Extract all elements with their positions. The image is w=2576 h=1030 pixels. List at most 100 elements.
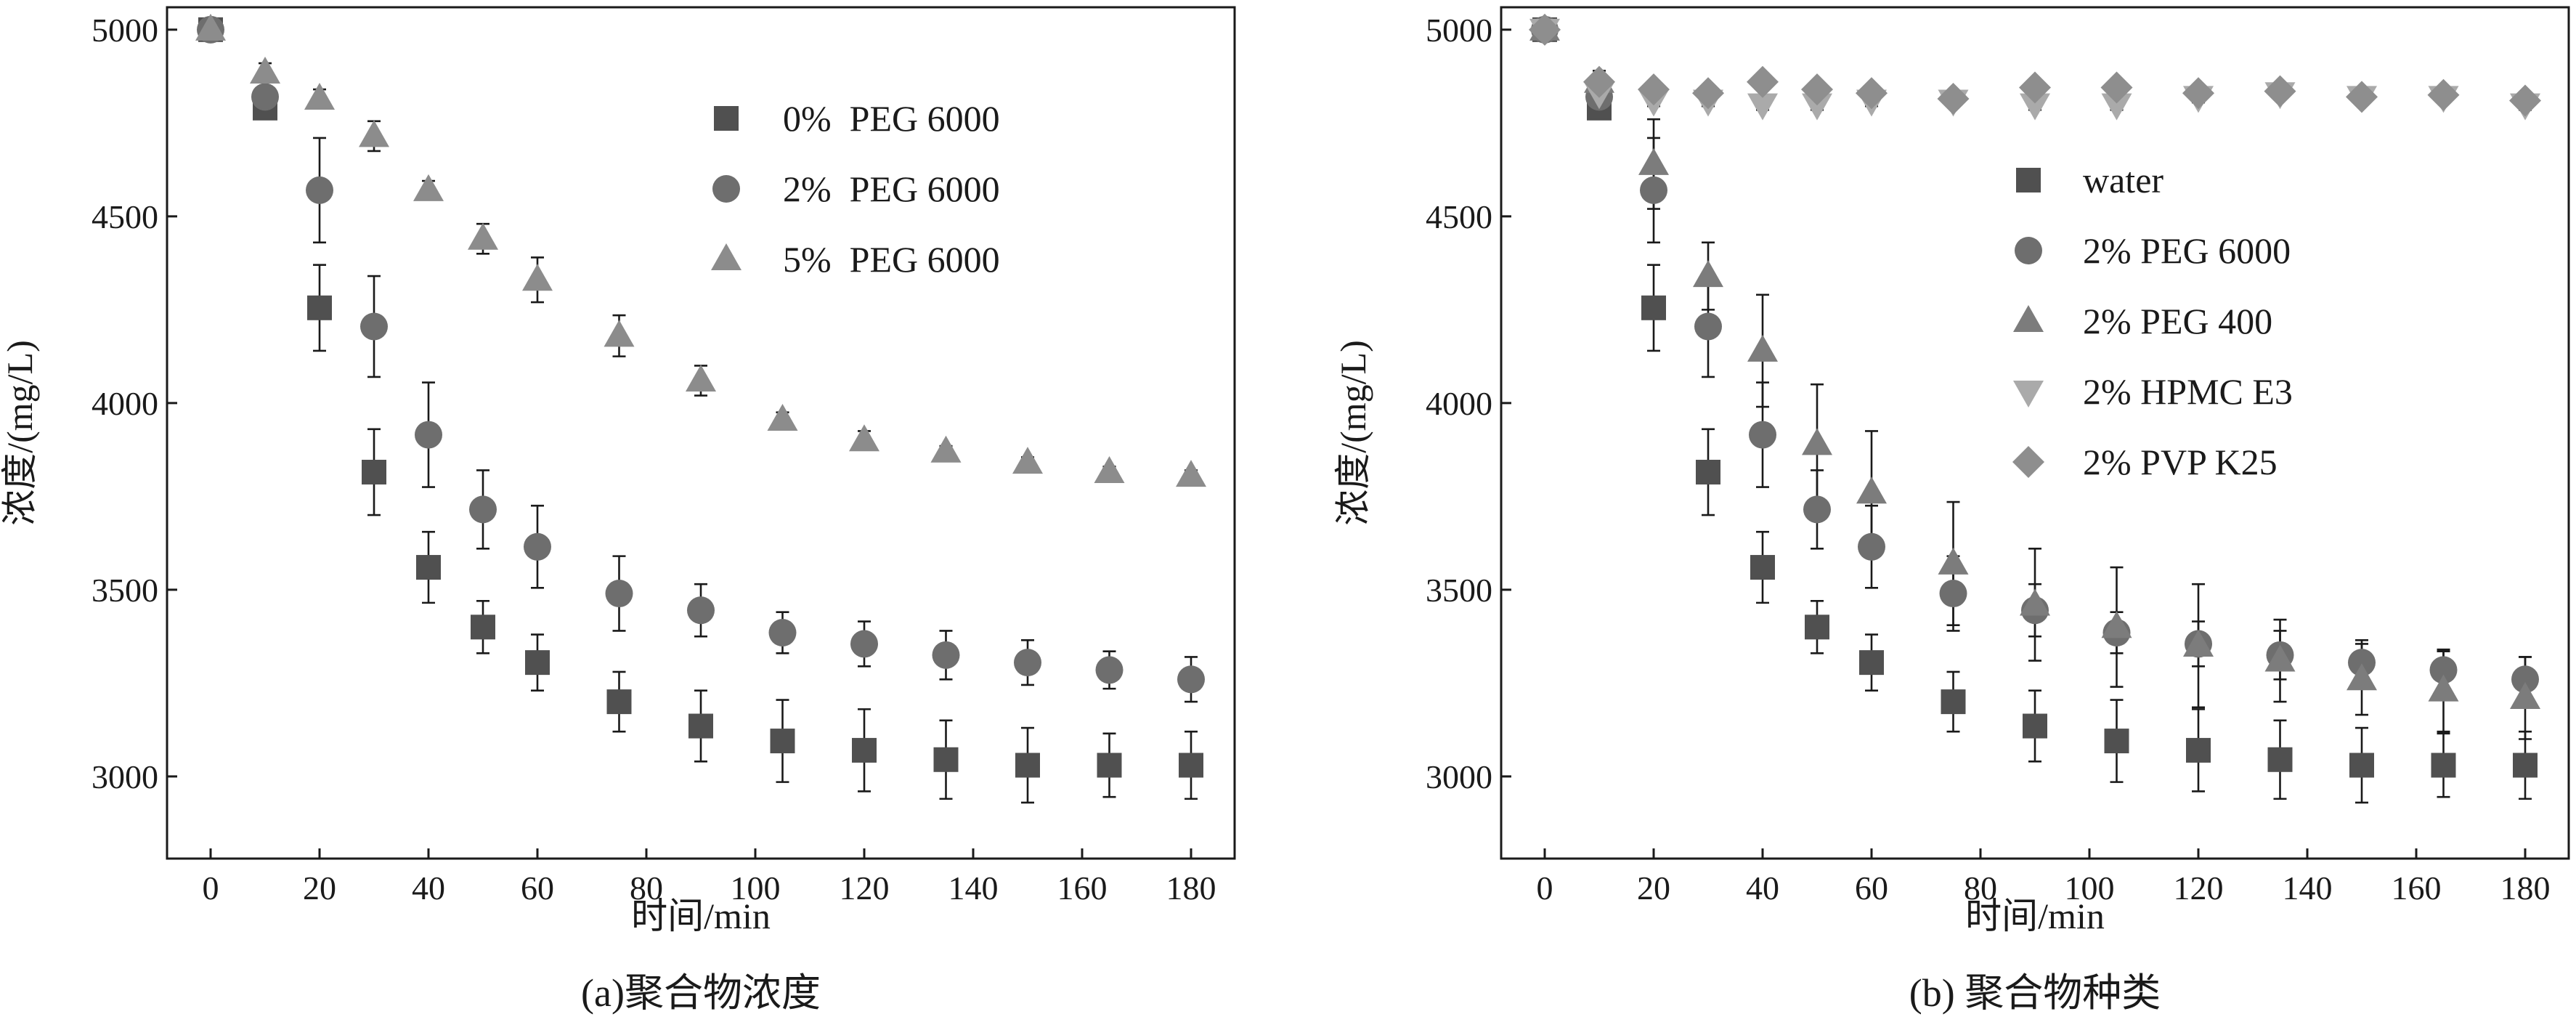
series-3-point <box>1747 334 1778 362</box>
series-2-point <box>2511 665 2539 694</box>
panel-b-ticks: 0 20 40 60 80 100 120 140 160 180 3000 3500 4000 4500… <box>1426 12 2551 907</box>
series-3-point <box>2510 681 2540 709</box>
legend-3-marker <box>711 243 741 270</box>
series-2-point <box>768 619 797 647</box>
series-3-point <box>930 435 962 463</box>
series-3-point <box>2020 588 2050 616</box>
x-tick-label: 60 <box>521 869 554 907</box>
series-5-point <box>2427 78 2460 111</box>
y-tick-label: 3500 <box>1426 572 1492 609</box>
y-tick-label: 4500 <box>92 198 158 235</box>
series-1-point <box>1641 295 1666 320</box>
series-5-point <box>1638 73 1670 106</box>
panel-a-error-bars <box>204 23 1198 804</box>
series-1-point <box>2104 729 2129 754</box>
legend-4-marker <box>2013 381 2044 407</box>
x-tick-label: 160 <box>2392 869 2442 907</box>
series-1-point <box>2267 747 2293 772</box>
series-1-point <box>2023 713 2047 739</box>
series-1-point <box>2513 753 2538 778</box>
panel-b-y-axis-title: 浓度/(mg/L) <box>1333 340 1373 526</box>
panel-a-caption: (a)聚合物浓度 <box>581 971 821 1015</box>
series-3-point <box>2428 674 2459 702</box>
series-3-point <box>522 264 553 291</box>
x-tick-label: 80 <box>1964 869 1997 907</box>
series-4-point <box>2020 93 2050 121</box>
x-tick-label: 40 <box>412 869 445 907</box>
panel-b-x-axis-title: 时间/min <box>1965 896 2105 936</box>
series-3-point <box>1693 260 1723 288</box>
y-tick-label: 4500 <box>1426 198 1492 235</box>
series-2-point <box>1749 421 1776 449</box>
series-3-point <box>1638 147 1669 175</box>
series-2-point <box>360 312 388 341</box>
series-5-point <box>2019 71 2051 104</box>
series-1-point <box>362 459 386 484</box>
series-3-point <box>604 320 635 347</box>
series-5-point <box>2182 77 2214 110</box>
panel-a-markers <box>195 13 1206 778</box>
series-3-point <box>2183 630 2214 657</box>
series-3-point <box>2264 644 2296 672</box>
series-2-point <box>1694 312 1722 341</box>
series-3-point <box>2101 611 2132 638</box>
x-tick-label: 20 <box>303 869 336 907</box>
y-tick-label: 4000 <box>1426 385 1492 422</box>
panel-a-ticks: 0 20 40 60 80 100 120 140 160 180 3000 3500 4000 4500… <box>92 12 1216 907</box>
series-1-point <box>471 615 495 640</box>
x-tick-label: 0 <box>203 869 219 907</box>
series-5-point <box>2509 84 2541 117</box>
series-5-point <box>1747 65 1779 98</box>
y-tick-label: 4000 <box>92 385 158 422</box>
series-5-point <box>1692 77 1724 110</box>
series-3-point <box>1856 477 1887 504</box>
series-1-point <box>2186 737 2211 763</box>
series-2-point <box>932 641 960 669</box>
series-3-point <box>1938 547 1969 575</box>
series-2-point <box>415 421 442 449</box>
x-tick-label: 160 <box>1057 869 1108 907</box>
series-3-point <box>2347 663 2377 691</box>
series-2-point <box>1803 495 1831 524</box>
series-2-point <box>1177 665 1205 694</box>
series-2-point <box>251 83 279 111</box>
panel-a: 0 20 40 60 80 100 120 140 160 180 3000 3500 4000 4500… <box>0 6 1236 1015</box>
series-1-point <box>770 729 795 754</box>
series-1-point <box>2349 753 2374 778</box>
x-tick-label: 20 <box>1637 869 1670 907</box>
panel-b-error-bars <box>1538 23 2532 804</box>
legend-5-marker <box>2012 446 2044 478</box>
series-1-point <box>933 747 959 772</box>
panel-a-frame <box>166 6 1236 860</box>
series-5-point <box>2346 81 2378 113</box>
legend-1-marker <box>2016 168 2041 192</box>
panel-b-markers <box>1529 13 2541 778</box>
series-2-point <box>469 495 497 524</box>
series-1-point <box>1859 650 1884 676</box>
series-5-point <box>1583 65 1615 98</box>
panel-b-legend: water 2% PEG 6000 2% PEG 400 2% HPMC E3 2% P… <box>2012 160 2293 482</box>
legend-2-label: 2% PEG 6000 <box>2083 230 2291 271</box>
x-tick-label: 120 <box>840 869 890 907</box>
series-1-point <box>416 555 441 580</box>
y-tick-label: 5000 <box>92 12 158 49</box>
series-1-point <box>688 713 713 739</box>
series-2-point <box>2429 656 2458 684</box>
series-1-point <box>1015 753 1040 778</box>
series-3-point <box>304 82 335 110</box>
series-3-point <box>250 56 280 84</box>
series-2-point <box>850 630 878 658</box>
y-tick-label: 3500 <box>92 572 158 609</box>
x-tick-label: 40 <box>1746 869 1779 907</box>
y-tick-label: 3000 <box>1426 758 1492 795</box>
series-1-point <box>606 689 632 715</box>
x-tick-label: 0 <box>1537 869 1553 907</box>
series-5-point <box>1856 77 1888 110</box>
series-2-point <box>605 580 633 608</box>
y-tick-label: 5000 <box>1426 12 1492 49</box>
legend-1-label: 0% PEG 6000 <box>783 98 1000 139</box>
legend-3-label: 2% PEG 400 <box>2083 301 2272 341</box>
series-1-point <box>1696 459 1720 484</box>
series-1-point <box>1097 753 1122 778</box>
